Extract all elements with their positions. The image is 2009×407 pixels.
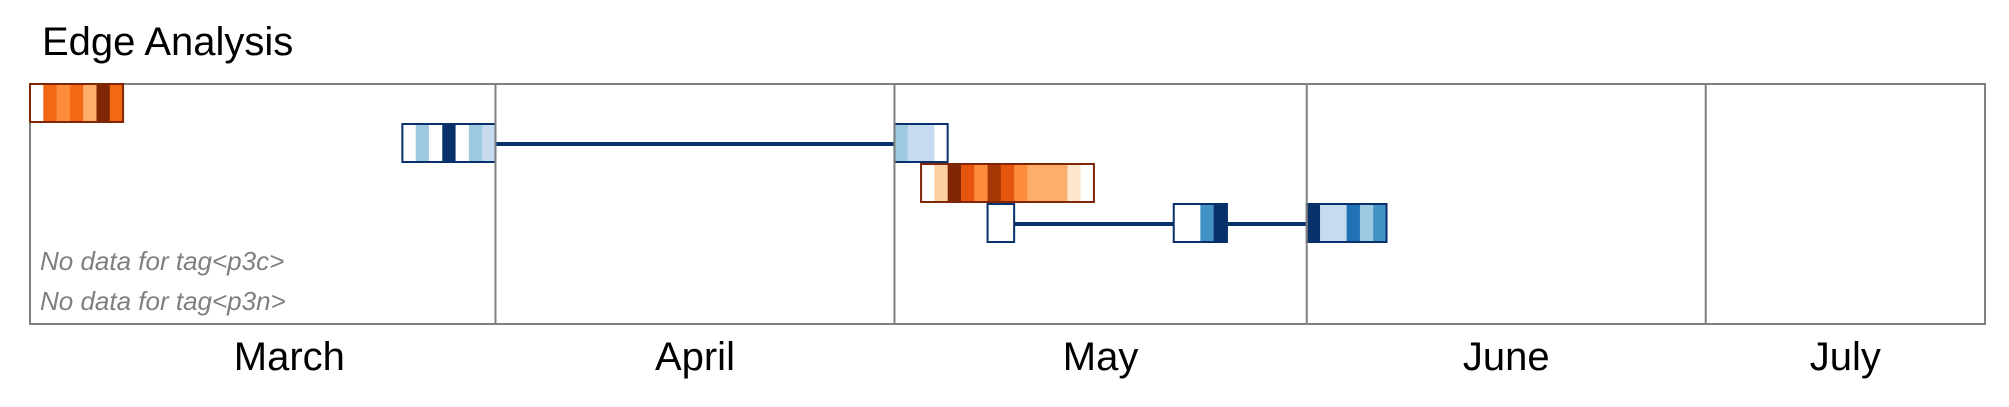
no-data-message-1: No data for tag<p3n> <box>40 286 286 316</box>
plot-frame <box>29 83 1986 325</box>
activity-block-2-0 <box>920 163 1095 203</box>
day-cell-1-0-6 <box>482 124 496 162</box>
day-cell-2-0-9 <box>1040 164 1055 202</box>
day-cell-1-0-4 <box>455 124 470 162</box>
month-label-may: May <box>1063 335 1139 379</box>
day-cell-1-1-3 <box>934 124 949 162</box>
day-cell-2-0-7 <box>1014 164 1028 202</box>
day-cell-2-0-0 <box>921 164 935 202</box>
day-cell-0-0-4 <box>83 84 97 122</box>
day-cell-1-1-1 <box>907 124 922 162</box>
activity-block-3-0 <box>986 203 1016 243</box>
day-cell-0-0-5 <box>96 84 111 122</box>
day-cell-3-2-2 <box>1333 204 1348 242</box>
day-cell-3-2-4 <box>1359 204 1374 242</box>
day-cell-1-0-3 <box>442 124 456 162</box>
no-data-layer: No data for tag<p3c> No data for tag<p3n> <box>40 246 286 316</box>
day-cell-1-0-5 <box>468 124 483 162</box>
day-cell-3-2-5 <box>1373 204 1387 242</box>
month-label-layer: March April May June July <box>234 335 1881 379</box>
day-cell-0-0-1 <box>43 84 57 122</box>
day-cell-2-0-6 <box>1000 164 1015 202</box>
day-cell-1-1-2 <box>921 124 935 162</box>
day-cell-3-2-0 <box>1306 204 1321 242</box>
day-cell-0-0-0 <box>30 84 44 122</box>
day-cell-1-0-1 <box>415 124 430 162</box>
day-cell-2-0-1 <box>934 164 949 202</box>
month-label-june: June <box>1463 335 1550 379</box>
day-cell-2-0-5 <box>987 164 1002 202</box>
day-cell-3-0-0 <box>987 204 1002 242</box>
activity-block-3-1 <box>1172 203 1228 243</box>
day-cell-2-0-4 <box>974 164 988 202</box>
day-cell-2-0-2 <box>947 164 962 202</box>
day-cell-3-2-1 <box>1320 204 1334 242</box>
no-data-message-0: No data for tag<p3c> <box>40 246 284 276</box>
month-label-july: July <box>1810 335 1881 379</box>
day-cell-0-0-3 <box>69 84 84 122</box>
day-cell-1-1-0 <box>894 124 909 162</box>
day-cell-2-0-8 <box>1027 164 1042 202</box>
day-cell-3-2-3 <box>1346 204 1361 242</box>
day-cell-1-0-0 <box>402 124 417 162</box>
day-cell-0-0-2 <box>56 84 71 122</box>
day-cell-3-1-3 <box>1213 204 1228 242</box>
activity-block-0-0 <box>29 83 125 123</box>
chart-title: Edge Analysis <box>42 20 294 64</box>
month-label-march: March <box>234 335 345 379</box>
day-cell-0-0-6 <box>109 84 124 122</box>
day-cell-2-0-3 <box>960 164 975 202</box>
day-cell-3-1-1 <box>1187 204 1201 242</box>
month-separator-layer <box>494 84 1707 324</box>
day-cell-3-1-2 <box>1200 204 1215 242</box>
day-cell-3-0-1 <box>1000 204 1015 242</box>
month-label-april: April <box>655 335 735 379</box>
day-cell-2-0-11 <box>1067 164 1082 202</box>
block-layer <box>29 83 1388 243</box>
connector-layer <box>482 142 1307 226</box>
day-cell-3-1-0 <box>1173 204 1188 242</box>
day-cell-2-0-12 <box>1080 164 1095 202</box>
day-cell-1-0-2 <box>428 124 443 162</box>
day-cell-2-0-10 <box>1054 164 1068 202</box>
